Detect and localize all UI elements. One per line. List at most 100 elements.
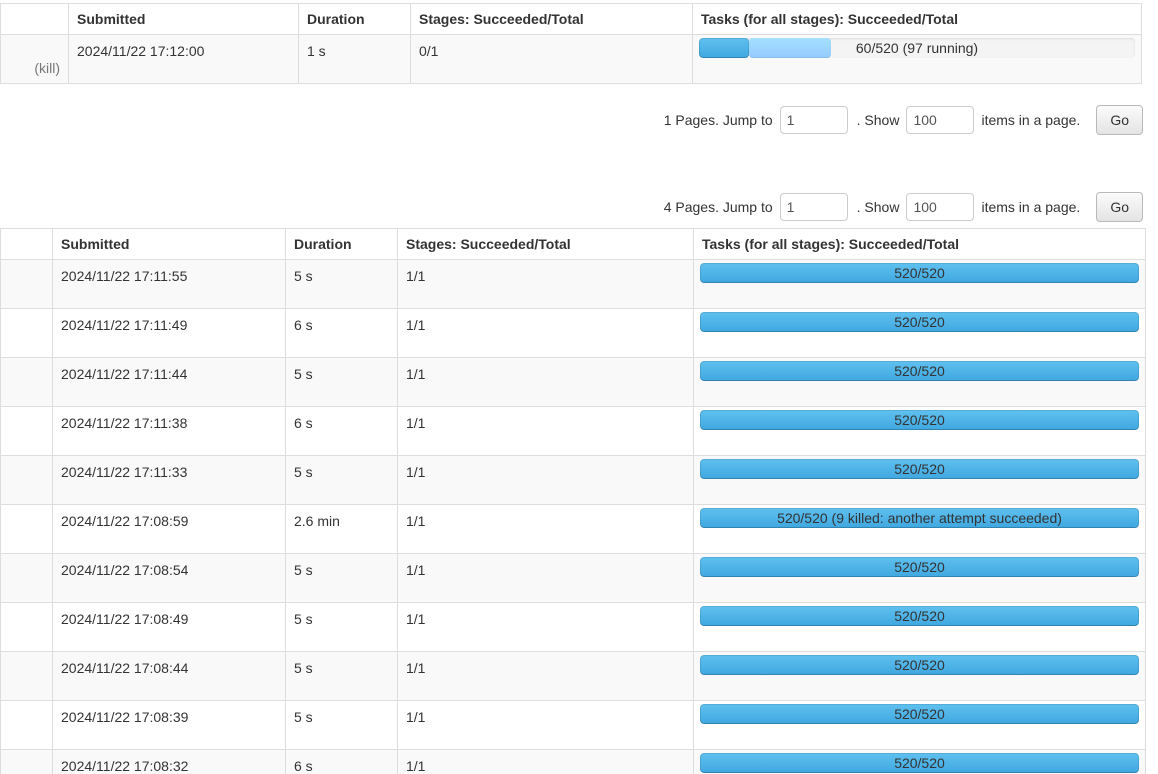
table-row: 2024/11/22 17:08:32 6 s 1/1 520/520: [0, 749, 1146, 774]
stage-id-cell: [0, 553, 53, 603]
table-row: 2024/11/22 17:08:44 5 s 1/1 520/520: [0, 651, 1146, 701]
go-button[interactable]: Go: [1096, 192, 1143, 222]
submitted-cell: 2024/11/22 17:12:00: [68, 34, 299, 84]
duration-cell: 1 s: [298, 34, 411, 84]
stages-cell: 1/1: [397, 700, 694, 750]
stages-cell: 1/1: [397, 259, 694, 309]
table-row: 2024/11/22 17:08:54 5 s 1/1 520/520: [0, 553, 1146, 603]
stage-id-cell: (kill): [0, 34, 69, 84]
tasks-header: Tasks (for all stages): Succeeded/Total: [693, 228, 1146, 260]
tasks-progress-bar: 520/520: [700, 557, 1139, 577]
tasks-progress-bar: 520/520: [700, 410, 1139, 430]
submitted-header: Submitted: [68, 3, 299, 35]
stages-cell: 1/1: [397, 406, 694, 456]
stages-cell: 1/1: [397, 651, 694, 701]
stages-cell: 1/1: [397, 455, 694, 505]
duration-cell: 5 s: [285, 357, 398, 407]
tasks-progress-bar: 520/520 (9 killed: another attempt succe…: [700, 508, 1139, 528]
table-row: 2024/11/22 17:11:38 6 s 1/1 520/520: [0, 406, 1146, 456]
tasks-progress-cell: 520/520: [693, 553, 1146, 603]
progress-running-fill: [749, 38, 831, 58]
completed-table-header-row: Submitted Duration Stages: Succeeded/Tot…: [0, 228, 1146, 260]
submitted-cell: 2024/11/22 17:11:33: [52, 455, 286, 505]
pages-jump-label: 4 Pages. Jump to: [663, 199, 773, 215]
active-stages-table: Submitted Duration Stages: Succeeded/Tot…: [0, 3, 1142, 84]
tasks-progress-cell: 520/520: [693, 700, 1146, 750]
duration-cell: 5 s: [285, 553, 398, 603]
tasks-progress-cell: 520/520: [693, 259, 1146, 309]
tasks-progress-bar: 520/520: [700, 459, 1139, 479]
jump-to-page-input[interactable]: [779, 106, 848, 134]
stage-id-cell: [0, 504, 53, 554]
page-size-input[interactable]: [906, 193, 975, 221]
completed-stages-table: Submitted Duration Stages: Succeeded/Tot…: [0, 228, 1146, 774]
duration-cell: 5 s: [285, 602, 398, 652]
progress-completed-fill: [700, 508, 1139, 528]
stage-id-cell: [0, 259, 53, 309]
table-row: 2024/11/22 17:08:49 5 s 1/1 520/520: [0, 602, 1146, 652]
progress-completed-fill: [699, 38, 750, 58]
stage-id-cell: [0, 700, 53, 750]
tasks-header: Tasks (for all stages): Succeeded/Total: [692, 3, 1142, 35]
duration-cell: 5 s: [285, 651, 398, 701]
tasks-progress-cell: 520/520: [693, 357, 1146, 407]
kill-link[interactable]: (kill): [34, 60, 60, 76]
tasks-progress-bar: 520/520: [700, 704, 1139, 724]
tasks-progress-bar: 520/520: [700, 361, 1139, 381]
progress-completed-fill: [700, 655, 1139, 675]
stage-id-cell: [0, 602, 53, 652]
submitted-cell: 2024/11/22 17:08:49: [52, 602, 286, 652]
jump-to-page-input[interactable]: [779, 193, 848, 221]
tasks-progress-bar: 520/520: [700, 753, 1139, 773]
duration-cell: 6 s: [285, 308, 398, 358]
table-row: 2024/11/22 17:11:33 5 s 1/1 520/520: [0, 455, 1146, 505]
submitted-cell: 2024/11/22 17:11:44: [52, 357, 286, 407]
stages-cell: 1/1: [397, 602, 694, 652]
stages-cell: 1/1: [397, 553, 694, 603]
tasks-progress-label: 520/520: [894, 363, 945, 379]
show-label: . Show: [856, 112, 900, 128]
tasks-progress-label: 520/520: [894, 608, 945, 624]
go-button[interactable]: Go: [1096, 105, 1143, 135]
progress-completed-fill: [700, 361, 1139, 381]
tasks-progress-label: 60/520 (97 running): [855, 40, 979, 56]
tasks-progress-label: 520/520: [894, 461, 945, 477]
table-row: 2024/11/22 17:11:49 6 s 1/1 520/520: [0, 308, 1146, 358]
tasks-progress-label: 520/520: [894, 706, 945, 722]
table-row: 2024/11/22 17:11:44 5 s 1/1 520/520: [0, 357, 1146, 407]
submitted-cell: 2024/11/22 17:08:32: [52, 749, 286, 774]
active-table-header-row: Submitted Duration Stages: Succeeded/Tot…: [0, 3, 1142, 35]
stage-id-cell: [0, 308, 53, 358]
tasks-progress-cell: 60/520 (97 running): [692, 34, 1142, 84]
tasks-progress-cell: 520/520: [693, 406, 1146, 456]
tasks-progress-bar: 520/520: [700, 263, 1139, 283]
completed-stages-tbody: 2024/11/22 17:11:55 5 s 1/1 520/520 2024…: [0, 259, 1146, 774]
stage-id-cell: [0, 406, 53, 456]
progress-completed-fill: [700, 557, 1139, 577]
completed-table-pagination: 4 Pages. Jump to . Show items in a page.…: [0, 192, 1143, 222]
duration-cell: 2.6 min: [285, 504, 398, 554]
submitted-cell: 2024/11/22 17:08:54: [52, 553, 286, 603]
stages-header: Stages: Succeeded/Total: [397, 228, 694, 260]
items-in-page-label: items in a page.: [981, 199, 1081, 215]
stages-cell: 1/1: [397, 357, 694, 407]
stages-header: Stages: Succeeded/Total: [410, 3, 693, 35]
tasks-progress-label: 520/520: [894, 314, 945, 330]
stages-cell: 1/1: [397, 308, 694, 358]
stages-cell: 1/1: [397, 504, 694, 554]
page-size-input[interactable]: [906, 106, 975, 134]
tasks-progress-bar: 520/520: [700, 606, 1139, 626]
stage-id-cell: [0, 357, 53, 407]
tasks-progress-bar: 60/520 (97 running): [699, 38, 1135, 58]
pages-jump-label: 1 Pages. Jump to: [663, 112, 773, 128]
progress-completed-fill: [700, 459, 1139, 479]
stage-id-cell: [0, 651, 53, 701]
tasks-progress-cell: 520/520: [693, 749, 1146, 774]
submitted-cell: 2024/11/22 17:11:49: [52, 308, 286, 358]
table-row: 2024/11/22 17:08:59 2.6 min 1/1 520/520 …: [0, 504, 1146, 554]
items-in-page-label: items in a page.: [981, 112, 1081, 128]
stages-cell: 1/1: [397, 749, 694, 774]
tasks-progress-label: 520/520: [894, 559, 945, 575]
progress-completed-fill: [700, 263, 1139, 283]
duration-header: Duration: [285, 228, 398, 260]
